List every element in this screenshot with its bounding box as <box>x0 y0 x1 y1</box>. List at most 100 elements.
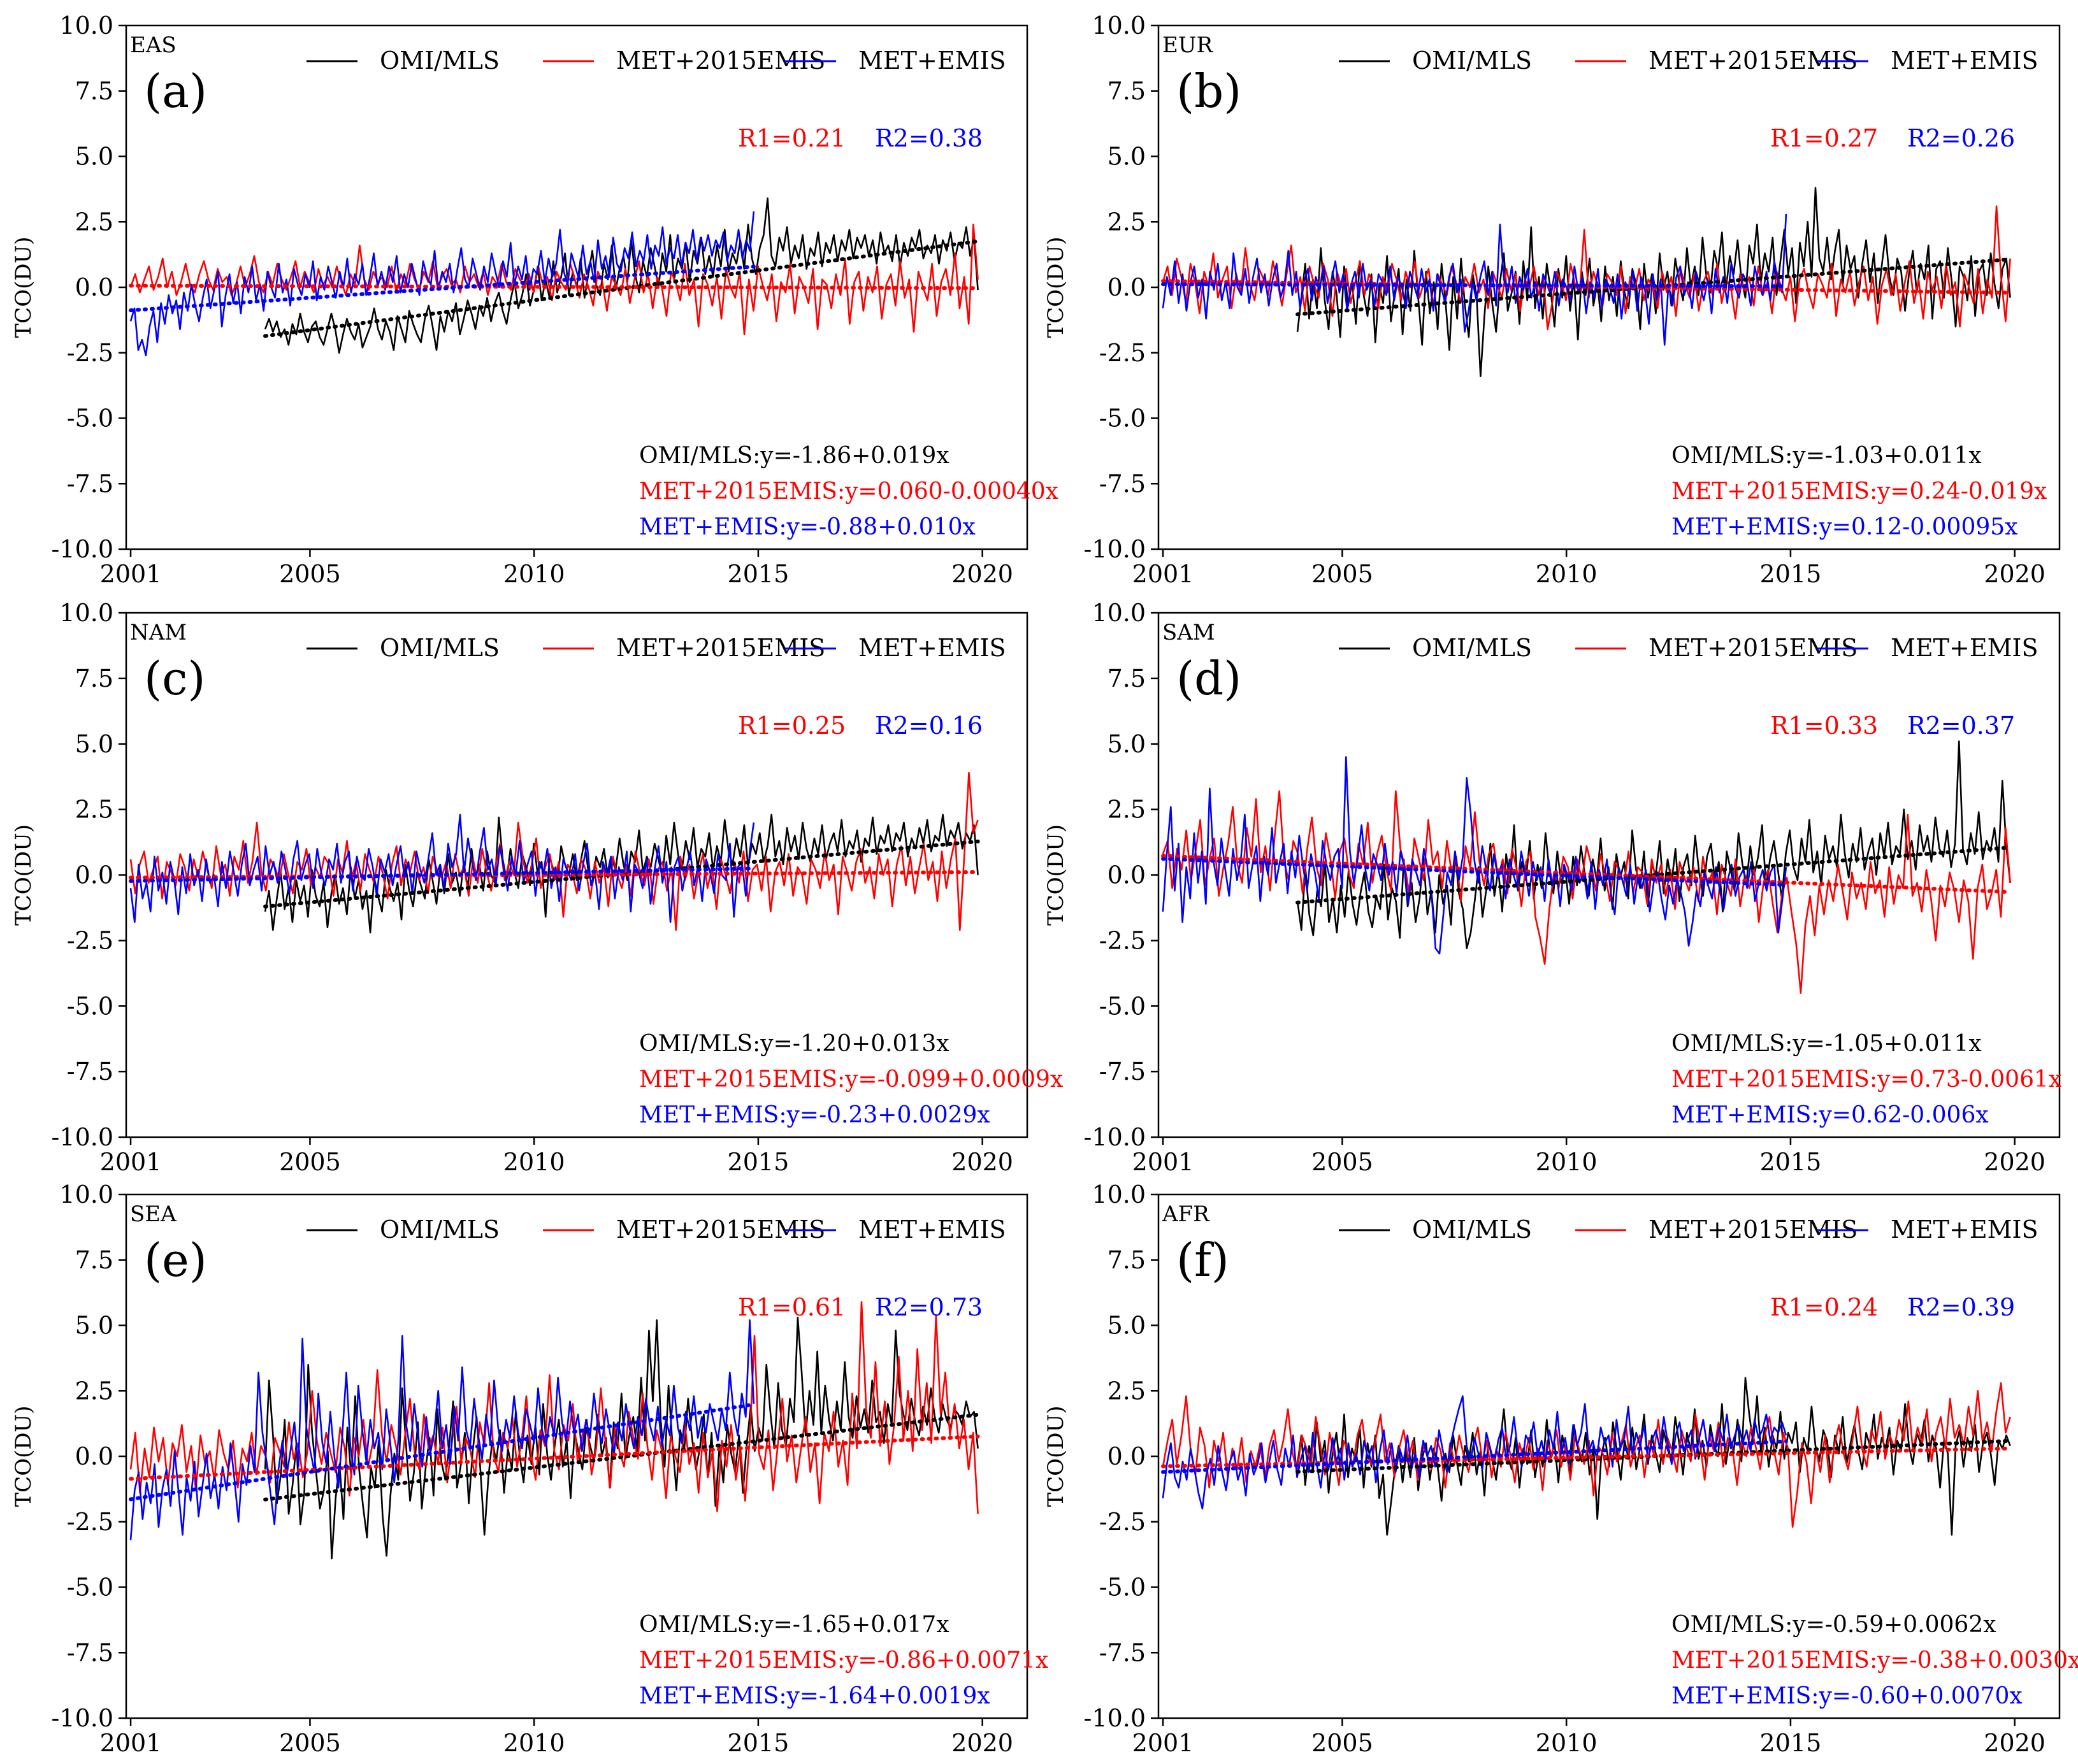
x-tick-label: 2020 <box>1984 560 2046 588</box>
y-axis-label: TCO(DU) <box>1043 236 1069 338</box>
legend-label-0: OMI/MLS <box>380 47 500 75</box>
y-tick-label: -5.0 <box>1099 992 1146 1020</box>
equation-1: MET+2015EMIS:y=0.060-0.00040x <box>639 478 1058 505</box>
y-tick-label: 0.0 <box>1108 1442 1146 1470</box>
y-tick-label: -2.5 <box>1099 926 1146 954</box>
r1-label: R1=0.33 <box>1770 712 1878 740</box>
equation-0: OMI/MLS:y=-1.65+0.017x <box>639 1612 949 1638</box>
series-line-2 <box>1162 756 1787 955</box>
x-tick-label: 2010 <box>1536 560 1598 588</box>
legend-label-2: MET+EMIS <box>1891 47 2038 75</box>
y-tick-label: 10.0 <box>1092 1180 1146 1208</box>
y-tick-label: 2.5 <box>1108 1377 1146 1405</box>
panel-afr: -10.0 -7.5 -5.0 -2.5 0.0 2.5 5.0 7.5 10.0 2001 200… <box>1043 1180 2078 1757</box>
x-tick-label: 2010 <box>503 1729 565 1757</box>
x-tick-label: 2015 <box>1760 560 1822 588</box>
y-tick-label: 5.0 <box>1108 730 1146 758</box>
panel-letter: (f) <box>1176 1233 1229 1287</box>
r2-label: R2=0.73 <box>875 1293 983 1321</box>
y-tick-label: 10.0 <box>1092 11 1146 39</box>
panel-sam: -10.0 -7.5 -5.0 -2.5 0.0 2.5 5.0 7.5 10.0 2001 200… <box>1043 599 2061 1176</box>
region-label: EAS <box>130 32 177 58</box>
legend-label-0: OMI/MLS <box>1412 634 1532 662</box>
equation-0: OMI/MLS:y=-0.59+0.0062x <box>1671 1612 1996 1638</box>
region-label: AFR <box>1162 1201 1210 1227</box>
series-line-0 <box>264 1316 979 1560</box>
series-line-2 <box>129 211 755 357</box>
r1-label: R1=0.61 <box>738 1293 846 1321</box>
x-tick-label: 2001 <box>1132 1729 1194 1757</box>
x-tick-label: 2020 <box>951 1729 1013 1757</box>
y-tick-label: 10.0 <box>59 1180 113 1208</box>
y-axis-label: TCO(DU) <box>11 824 36 926</box>
equation-1: MET+2015EMIS:y=-0.38+0.0030x <box>1671 1647 2078 1674</box>
x-tick-label: 2005 <box>279 1148 341 1176</box>
y-tick-label: -10.0 <box>52 535 113 563</box>
y-tick-label: -10.0 <box>52 1704 113 1732</box>
x-tick-label: 2005 <box>1311 560 1373 588</box>
y-tick-label: -10.0 <box>1084 1704 1146 1732</box>
trend-line-2 <box>129 1402 756 1502</box>
y-tick-label: 7.5 <box>1108 1246 1146 1274</box>
plot-data <box>129 197 980 357</box>
r2-label: R2=0.38 <box>875 124 983 152</box>
panel-letter: (b) <box>1176 64 1241 118</box>
region-label: SAM <box>1162 620 1215 645</box>
y-tick-label: 10.0 <box>59 11 113 39</box>
region-label: NAM <box>130 620 187 645</box>
y-tick-label: -10.0 <box>1084 535 1146 563</box>
x-tick-label: 2020 <box>951 560 1013 588</box>
y-tick-label: 5.0 <box>75 730 113 758</box>
trend-line-1 <box>129 1434 980 1481</box>
region-label: SEA <box>130 1201 177 1227</box>
y-tick-label: 5.0 <box>75 1312 113 1340</box>
legend-label-2: MET+EMIS <box>1891 1215 2038 1244</box>
y-axis-label: TCO(DU) <box>1043 1405 1069 1507</box>
y-tick-label: -7.5 <box>67 470 113 498</box>
trend-line-1 <box>1161 854 2012 894</box>
panel-letter: (d) <box>1176 652 1241 705</box>
equation-0: OMI/MLS:y=-1.05+0.011x <box>1671 1031 1982 1057</box>
plot-data <box>1161 740 2012 994</box>
equation-0: OMI/MLS:y=-1.03+0.011x <box>1671 443 1982 469</box>
y-tick-label: -2.5 <box>1099 1508 1146 1536</box>
x-tick-label: 2015 <box>728 1729 790 1757</box>
panel-letter: (c) <box>144 652 206 705</box>
equation-1: MET+2015EMIS:y=0.24-0.019x <box>1671 478 2047 505</box>
x-tick-label: 2005 <box>279 1729 341 1757</box>
x-tick-label: 2020 <box>951 1148 1013 1176</box>
trend-line-2 <box>1161 282 1788 289</box>
r2-label: R2=0.16 <box>875 712 983 740</box>
region-label: EUR <box>1162 32 1213 58</box>
equation-1: MET+2015EMIS:y=-0.099+0.0009x <box>639 1066 1063 1093</box>
legend-label-2: MET+EMIS <box>858 634 1006 662</box>
y-tick-label: -2.5 <box>67 339 113 367</box>
y-tick-label: 10.0 <box>59 599 113 627</box>
y-tick-label: -5.0 <box>1099 405 1146 433</box>
legend-label-2: MET+EMIS <box>1891 634 2038 662</box>
y-tick-label: -7.5 <box>1099 1639 1146 1667</box>
panel-letter: (e) <box>144 1233 207 1287</box>
y-tick-label: 7.5 <box>1108 664 1146 692</box>
legend-label-2: MET+EMIS <box>858 1215 1006 1244</box>
trend-line-1 <box>129 283 980 290</box>
y-tick-label: 0.0 <box>1108 861 1146 889</box>
y-tick-label: -5.0 <box>67 992 113 1020</box>
y-axis-label: TCO(DU) <box>11 236 36 338</box>
panel-letter: (a) <box>144 64 207 118</box>
y-tick-label: 5.0 <box>1108 143 1146 171</box>
trend-line-2 <box>129 866 756 883</box>
y-axis-label: TCO(DU) <box>11 1405 36 1507</box>
y-tick-label: -2.5 <box>1099 339 1146 367</box>
legend-label-2: MET+EMIS <box>858 47 1006 75</box>
plot-data <box>129 1301 980 1560</box>
y-tick-label: -5.0 <box>67 405 113 433</box>
panel-eas: -10.0 -7.5 -5.0 -2.5 0.0 2.5 5.0 7.5 10.0 2001 200… <box>11 11 1058 588</box>
x-tick-label: 2020 <box>1984 1148 2046 1176</box>
y-axis-label: TCO(DU) <box>1043 824 1069 926</box>
y-tick-label: -10.0 <box>1084 1123 1146 1151</box>
equation-1: MET+2015EMIS:y=0.73-0.0061x <box>1671 1066 2061 1093</box>
y-tick-label: 2.5 <box>75 796 113 824</box>
equation-2: MET+EMIS:y=-1.64+0.0019x <box>639 1683 990 1709</box>
